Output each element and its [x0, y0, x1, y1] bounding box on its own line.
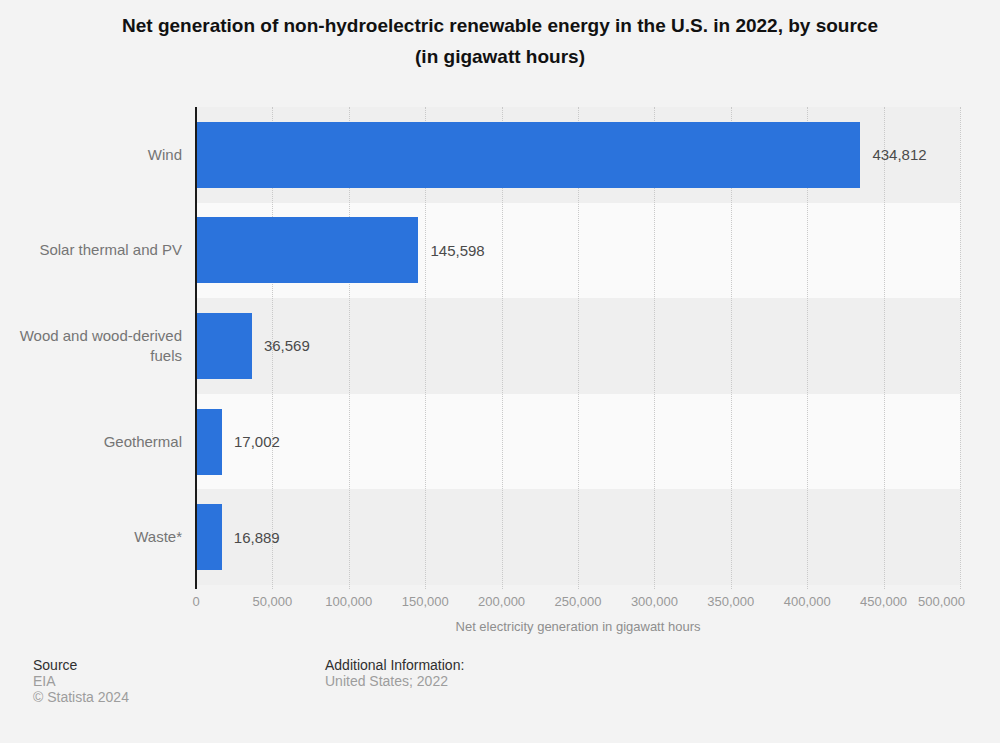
chart-title-line2: (in gigawatt hours): [0, 41, 1000, 72]
bar[interactable]: [196, 217, 418, 283]
footer-source-block: Source EIA © Statista 2024: [33, 657, 129, 705]
bar[interactable]: [196, 409, 222, 475]
category-axis: WindSolar thermal and PVWood and wood-de…: [0, 107, 182, 585]
x-tick-label: 450,000: [860, 594, 907, 609]
x-axis-ticks: 050,000100,000150,000200,000250,000300,0…: [196, 594, 960, 610]
x-tick-label: 100,000: [325, 594, 372, 609]
x-tick-label: 350,000: [707, 594, 754, 609]
plot-area: 434,812 145,598 36,569 17,002 16,889: [196, 107, 960, 585]
x-tick-label: 400,000: [784, 594, 831, 609]
value-label: 145,598: [430, 242, 484, 259]
source-label: Source: [33, 657, 129, 673]
bar[interactable]: [196, 122, 860, 188]
source-value[interactable]: EIA: [33, 673, 129, 689]
chart-row: 145,598: [196, 203, 960, 299]
value-label: 16,889: [234, 529, 280, 546]
x-tick-label: 500,000: [918, 594, 965, 609]
x-tick-label: 300,000: [631, 594, 678, 609]
additional-info-value: United States; 2022: [325, 673, 464, 689]
footer-additional-block: Additional Information: United States; 2…: [325, 657, 464, 689]
chart-row: 36,569: [196, 298, 960, 394]
x-tick-label: 0: [192, 594, 199, 609]
x-tick-label: 150,000: [402, 594, 449, 609]
x-axis-title: Net electricity generation in gigawatt h…: [196, 619, 960, 634]
value-label: 17,002: [234, 433, 280, 450]
value-label: 434,812: [872, 146, 926, 163]
bar[interactable]: [196, 313, 252, 379]
stripe-rows: 434,812 145,598 36,569 17,002 16,889: [196, 107, 960, 585]
chart-title-line1: Net generation of non-hydroelectric rene…: [0, 10, 1000, 41]
category-label: Wood and wood-derived fuels: [0, 298, 182, 394]
gridline: [960, 107, 961, 589]
value-label: 36,569: [264, 337, 310, 354]
x-tick-label: 200,000: [478, 594, 525, 609]
category-label: Geothermal: [0, 394, 182, 490]
statista-copyright: © Statista 2024: [33, 689, 129, 705]
chart-row: 17,002: [196, 394, 960, 490]
chart-title: Net generation of non-hydroelectric rene…: [0, 10, 1000, 72]
category-label: Solar thermal and PV: [0, 203, 182, 299]
x-tick-label: 50,000: [253, 594, 293, 609]
y-axis-line: [195, 107, 197, 589]
category-label: Waste*: [0, 489, 182, 585]
chart-row: 434,812: [196, 107, 960, 203]
x-tick-label: 250,000: [555, 594, 602, 609]
category-label: Wind: [0, 107, 182, 203]
statista-chart-page: Net generation of non-hydroelectric rene…: [0, 0, 1000, 743]
bar[interactable]: [196, 504, 222, 570]
additional-info-label: Additional Information:: [325, 657, 464, 673]
chart-row: 16,889: [196, 489, 960, 585]
